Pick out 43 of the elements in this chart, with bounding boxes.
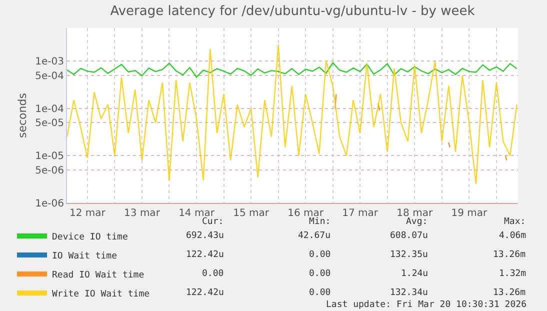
y-tick-label: 1e-06: [35, 198, 64, 210]
text: Min:: [309, 217, 331, 227]
y-tick-label: 5e-06: [35, 165, 64, 176]
y-tick-label: 1e-04: [35, 104, 64, 115]
x-tick-label: 12 mar: [70, 208, 106, 219]
text: Max:: [504, 217, 526, 227]
y-tick-label: 5e-04: [35, 70, 64, 82]
y-tick-label: 1e-03: [35, 56, 64, 68]
y-axis-title: seconds: [16, 92, 29, 138]
text: Avg:: [406, 217, 428, 227]
text: 1.32m: [499, 269, 526, 279]
text: 692.43u: [186, 231, 224, 241]
text: 132.35u: [390, 250, 428, 260]
text: 0.00: [202, 269, 224, 279]
chart-title: Average latency for /dev/ubuntu-vg/ubuntu-lv - by week: [110, 4, 476, 20]
text: 0.00: [309, 269, 331, 279]
text: 122.42u: [186, 250, 224, 260]
legend-label: Write IO Wait time: [52, 290, 150, 300]
legend-label: IO Wait time: [52, 252, 118, 262]
x-tick-label: 15 mar: [233, 208, 270, 219]
text: 13.26m: [493, 288, 526, 298]
text: 0.00: [309, 288, 331, 298]
text: 122.42u: [186, 288, 224, 298]
x-tick-label: 19 mar: [451, 208, 488, 219]
text: Last update: Fri Mar 20 10:30:31 2026: [326, 300, 526, 310]
x-tick-label: 18 mar: [396, 208, 434, 219]
line-series: [67, 44, 518, 185]
y-tick-label: 5e-05: [35, 118, 64, 130]
legend-label: Read IO Wait time: [52, 270, 144, 281]
y-tick-label: 1e-05: [35, 151, 64, 162]
x-tick-label: 17 mar: [342, 208, 379, 219]
text: Cur:: [202, 217, 224, 227]
text: 0.00: [309, 250, 331, 260]
text: 1.24u: [401, 269, 428, 279]
legend-label: Device IO time: [52, 232, 128, 243]
text: 42.67u: [298, 231, 331, 241]
text: 608.07u: [390, 231, 428, 241]
x-tick-label: 13 mar: [124, 208, 161, 219]
x-tick-label: 14 mar: [178, 208, 216, 219]
text: 13.26m: [493, 250, 526, 260]
text: 132.34u: [390, 288, 428, 298]
text: 4.06m: [499, 231, 526, 241]
line-series: [67, 62, 518, 78]
